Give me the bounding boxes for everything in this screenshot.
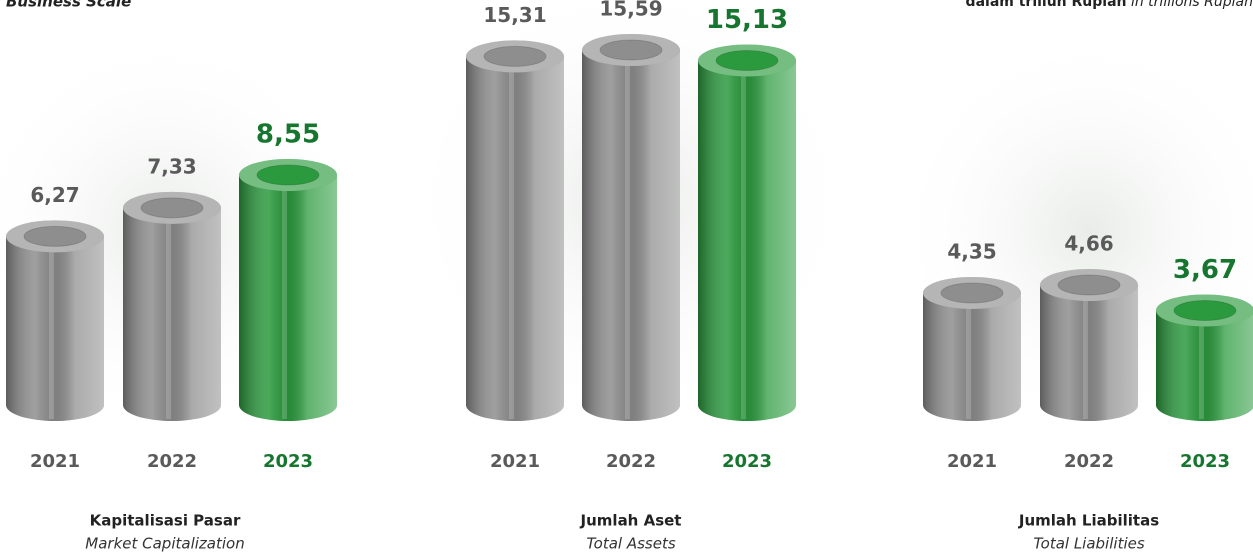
value-label: 6,27	[30, 183, 79, 207]
value-label: 7,33	[147, 154, 196, 178]
cylinder-hole	[940, 282, 1004, 304]
cylinder-shade	[466, 56, 564, 405]
chart-subtitle: Total Assets	[586, 535, 675, 553]
category-label: 2023	[263, 451, 313, 472]
cylinder-stripe	[282, 175, 287, 419]
value-label: 8,55	[256, 120, 320, 150]
category-label: 2023	[722, 451, 772, 472]
cylinder-hole	[1057, 274, 1121, 296]
value-label: 4,35	[947, 239, 996, 263]
cylinder-shade	[239, 175, 337, 405]
category-label: 2021	[30, 451, 80, 472]
chart-subtitle: Total Liabilities	[1033, 535, 1145, 553]
category-label: 2021	[490, 451, 540, 472]
chart-subtitle: Market Capitalization	[85, 535, 244, 553]
value-label: 4,66	[1064, 232, 1113, 256]
category-label: 2022	[606, 451, 656, 472]
unit-en: in trillions Rupiah	[1131, 0, 1253, 10]
cylinder-hole	[1173, 299, 1237, 321]
cylinder-shade	[123, 207, 221, 405]
cylinder-hole	[23, 225, 87, 247]
value-label: 15,59	[599, 0, 662, 21]
cylinder-shade	[6, 236, 104, 405]
unit: dalam triliun Rupiah	[966, 0, 1127, 10]
cylinder-hole	[715, 49, 779, 71]
cylinder-stripe	[166, 207, 171, 419]
unit-note: dalam triliun Rupiah in trillions Rupiah	[966, 0, 1253, 10]
value-label: 15,13	[706, 5, 788, 35]
cylinder-hole	[140, 197, 204, 219]
cylinder-shade	[582, 50, 680, 405]
cylinder-hole	[599, 39, 663, 61]
cylinder-stripe	[741, 60, 746, 419]
cylinder-stripe	[1083, 285, 1088, 419]
cylinder-stripe	[966, 292, 971, 419]
cylinder-shade	[698, 60, 796, 405]
category-label: 2023	[1180, 451, 1230, 472]
chart-title: Jumlah Aset	[580, 512, 682, 530]
value-label: 3,67	[1173, 255, 1237, 285]
value-label: 15,31	[483, 3, 546, 27]
category-label: 2021	[947, 451, 997, 472]
cylinder-stripe	[49, 236, 54, 419]
cylinder-stripe	[509, 56, 514, 419]
cylinder-stripe	[1199, 310, 1204, 419]
cylinder-shade	[923, 292, 1021, 405]
page-title: Business Scale	[6, 0, 131, 11]
category-label: 2022	[147, 451, 197, 472]
cylinder-shade	[1040, 285, 1138, 405]
category-label: 2022	[1064, 451, 1114, 472]
chart-title: Kapitalisasi Pasar	[90, 512, 241, 530]
cylinder-stripe	[625, 50, 630, 419]
chart-title: Jumlah Liabilitas	[1018, 512, 1159, 530]
cylinder-hole	[483, 45, 547, 67]
cylinder-hole	[256, 164, 320, 186]
